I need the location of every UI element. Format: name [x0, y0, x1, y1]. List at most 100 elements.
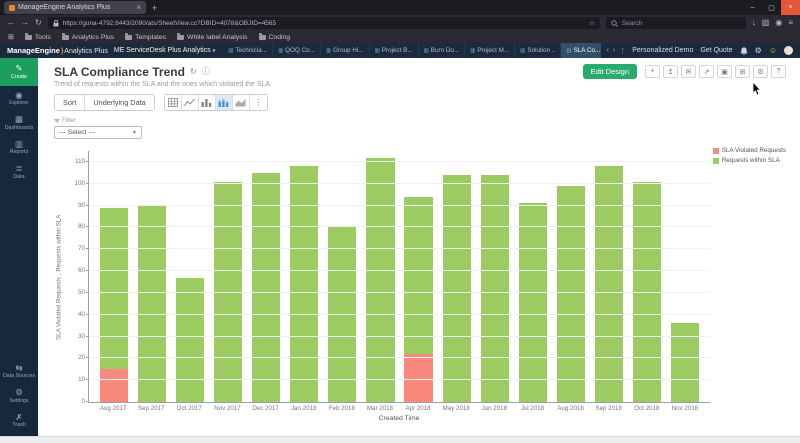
forward-icon[interactable]: → [21, 18, 29, 27]
sidebar-item-settings[interactable]: ⚙ Settings [9, 387, 29, 404]
tab-sla-co[interactable]: ▥ SLA Co... [561, 43, 601, 58]
bar-nov-2017[interactable] [209, 151, 247, 402]
segment-within-sla[interactable] [290, 166, 319, 402]
bar-aug-2018[interactable] [552, 151, 590, 402]
tab-technicia[interactable]: ▥ Technicia... [223, 43, 273, 58]
stacked-bar-chart-icon[interactable] [215, 95, 233, 110]
tab-scroll-left-icon[interactable]: ‹ [606, 47, 609, 54]
help-icon[interactable]: ? [771, 65, 786, 78]
segment-within-sla[interactable] [214, 181, 243, 402]
sidebar-item-dashboards[interactable]: ▦ Dashboards [4, 114, 34, 131]
bookmark-tools[interactable]: Tools [24, 33, 51, 41]
table-view-icon[interactable] [164, 95, 182, 110]
tab-close-icon[interactable]: × [136, 3, 141, 12]
bar-may-2018[interactable] [438, 151, 476, 402]
tab-project-m[interactable]: ▥ Project M... [465, 43, 516, 58]
extensions-icon[interactable]: ▧ [761, 18, 770, 27]
search-bar[interactable]: Search [605, 17, 746, 29]
horizontal-scrollbar[interactable] [0, 436, 800, 443]
user-avatar[interactable] [784, 46, 793, 55]
bar-jan-2018[interactable] [285, 151, 323, 402]
tab-project-b[interactable]: ▥ Project B... [370, 43, 419, 58]
browser-tab[interactable]: ManageEngine Analytics Plus × [4, 1, 146, 14]
info-icon[interactable]: ⓘ [201, 67, 210, 76]
bar-mar-2018[interactable] [361, 151, 399, 402]
segment-within-sla[interactable] [366, 157, 395, 402]
personalized-demo-link[interactable]: Personalized Demo [632, 47, 694, 54]
embed-icon[interactable]: ▣ [717, 65, 732, 78]
close-button[interactable]: × [781, 0, 800, 15]
bar-aug-2017[interactable] [95, 151, 133, 402]
new-tab-button[interactable]: + [152, 2, 158, 13]
tab-more-icon[interactable]: ⋮ [619, 47, 627, 55]
bar-oct-2017[interactable] [171, 151, 209, 402]
bar-chart-icon[interactable] [198, 95, 216, 110]
address-bar[interactable]: https://guna-4792:8443/2090/ats/SheetVie… [47, 17, 600, 29]
menu-icon[interactable]: ≡ [788, 18, 793, 27]
get-quote-link[interactable]: Get Quote [700, 47, 733, 54]
bar-dec-2017[interactable] [247, 151, 285, 402]
underlying-data-button[interactable]: Underlying Data [85, 95, 154, 110]
bookmark-white-label-analysis[interactable]: White label Analysis [177, 33, 248, 41]
segment-within-sla[interactable] [480, 175, 509, 402]
legend-requests-within-sla[interactable]: Requests within SLA [712, 157, 786, 164]
tab-burn-do[interactable]: ▥ Burn Do... [419, 43, 466, 58]
sidebar-item-reports[interactable]: ▥ Reports [9, 138, 29, 155]
sort-button[interactable]: Sort [55, 95, 86, 110]
edit-design-button[interactable]: Edit Design [582, 64, 637, 79]
filter-select[interactable]: --- Select --- ▼ [54, 126, 142, 139]
tab-group-hi[interactable]: ▥ Group Hi... [321, 43, 370, 58]
bar-jun-2018[interactable] [476, 151, 514, 402]
bookmark-templates[interactable]: Templates [125, 33, 166, 41]
bar-oct-2018[interactable] [628, 151, 666, 402]
sidebar-item-data-sources[interactable]: ⇆ Data Sources [2, 362, 36, 379]
bar-nov-2018[interactable] [666, 151, 704, 402]
segment-within-sla[interactable] [252, 172, 281, 402]
bar-apr-2018[interactable] [400, 151, 438, 402]
bar-sep-2018[interactable] [590, 151, 628, 402]
segment-within-sla[interactable] [594, 166, 623, 402]
segment-within-sla[interactable] [518, 203, 547, 402]
workspace-selector[interactable]: ME ServiceDesk Plus Analytics ▾ [114, 47, 215, 54]
minimize-button[interactable]: – [750, 4, 755, 11]
share-icon[interactable]: ↗ [699, 65, 714, 78]
line-chart-icon[interactable] [181, 95, 199, 110]
sidebar-item-explorer[interactable]: ◉ Explorer [9, 89, 29, 106]
segment-within-sla[interactable] [442, 175, 471, 402]
segment-within-sla[interactable] [176, 277, 205, 402]
segment-within-sla[interactable] [328, 227, 357, 402]
bar-jul-2018[interactable] [514, 151, 552, 402]
maximize-button[interactable]: ▢ [768, 4, 775, 12]
bar-feb-2018[interactable] [323, 151, 361, 402]
reload-icon[interactable]: ↻ [35, 18, 42, 27]
feedback-smiley-icon[interactable]: ☺ [768, 46, 777, 55]
account-icon[interactable]: ◉ [775, 18, 783, 27]
sidebar-item-trash[interactable]: ✗ Trash [12, 411, 26, 428]
view-settings-icon[interactable]: ⚙ [753, 65, 768, 78]
bar-sep-2017[interactable] [133, 151, 171, 402]
segment-violated[interactable] [404, 353, 433, 402]
tab-scroll-right-icon[interactable]: › [612, 47, 616, 54]
bell-icon[interactable] [740, 46, 748, 55]
refresh-icon[interactable]: ↻ [189, 67, 197, 76]
sidebar-item-data[interactable]: ≣ Data [13, 163, 25, 180]
segment-within-sla[interactable] [556, 185, 585, 402]
apps-grid-icon[interactable]: ⊞ [8, 33, 14, 41]
legend-sla-violated-requests[interactable]: SLA Violated Requests [712, 147, 786, 154]
bookmark-star-icon[interactable]: ☆ [588, 20, 595, 27]
bookmark-coding[interactable]: Coding [258, 33, 290, 41]
export-icon[interactable]: ⊞ [735, 65, 750, 78]
segment-within-sla[interactable] [138, 205, 167, 402]
segment-violated[interactable] [99, 369, 129, 402]
email-icon[interactable]: ✉ [681, 65, 696, 78]
back-icon[interactable]: ← [7, 18, 15, 27]
sidebar-item-create[interactable]: ✎ Create [0, 58, 38, 86]
segment-within-sla[interactable] [670, 323, 700, 402]
downloads-icon[interactable]: ↓ [751, 18, 756, 27]
settings-icon[interactable]: ⚙ [754, 46, 762, 55]
segment-within-sla[interactable] [404, 196, 433, 354]
segment-within-sla[interactable] [632, 181, 661, 402]
segment-within-sla[interactable] [99, 207, 129, 370]
bookmark-analytics-plus[interactable]: Analytics Plus [61, 33, 114, 41]
more-chart-types-icon[interactable]: ⋮ [249, 95, 267, 110]
